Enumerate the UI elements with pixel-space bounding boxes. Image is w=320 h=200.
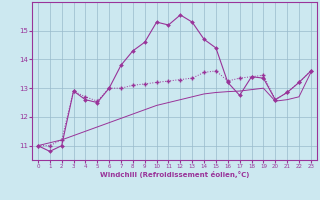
X-axis label: Windchill (Refroidissement éolien,°C): Windchill (Refroidissement éolien,°C)	[100, 171, 249, 178]
